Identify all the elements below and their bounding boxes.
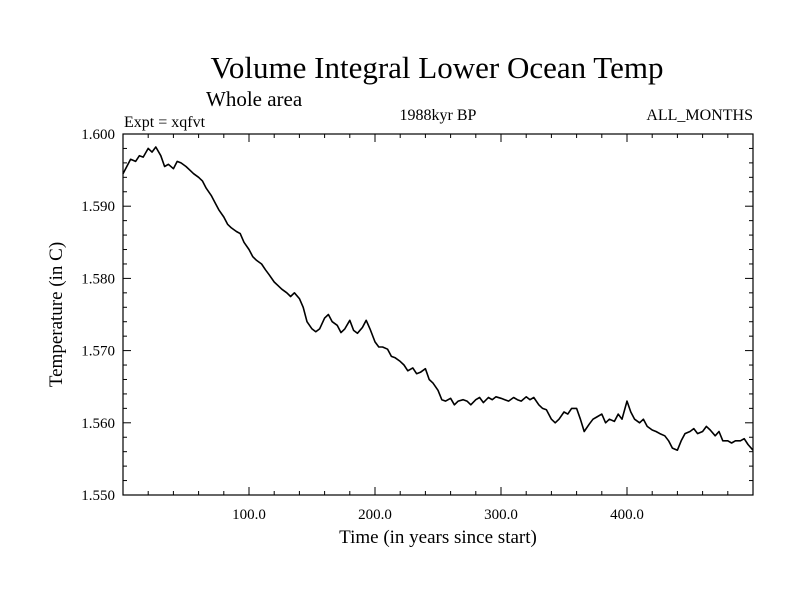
y-tick-label: 1.570 (81, 344, 115, 360)
y-tick-label: 1.580 (81, 271, 115, 287)
x-axis-label: Time (in years since start) (339, 527, 537, 548)
x-axis-ticks: 100.0 200.0 300.0 400.0 (147, 134, 729, 523)
y-tick-label: 1.550 (81, 488, 115, 504)
chart-title: Volume Integral Lower Ocean Temp (211, 50, 664, 85)
period-label: 1988kyr BP (400, 107, 477, 124)
y-tick-label: 1.600 (81, 127, 115, 143)
x-tick-label: 200.0 (358, 507, 392, 523)
plot-frame (122, 133, 754, 496)
x-tick-label: 300.0 (484, 507, 518, 523)
y-tick-label: 1.590 (81, 199, 115, 215)
x-tick-label: 100.0 (232, 507, 266, 523)
experiment-label: Expt = xqfvt (124, 114, 206, 131)
y-axis-label: Temperature (in C) (46, 242, 67, 387)
chart-subtitle: Whole area (206, 87, 303, 111)
y-axis-ticks: 1.550 1.560 1.570 1.580 1.590 1.600 (81, 127, 753, 504)
months-label: ALL_MONTHS (646, 107, 753, 124)
y-tick-label: 1.560 (81, 416, 115, 432)
x-tick-label: 400.0 (610, 507, 644, 523)
temperature-series-line (122, 146, 754, 451)
